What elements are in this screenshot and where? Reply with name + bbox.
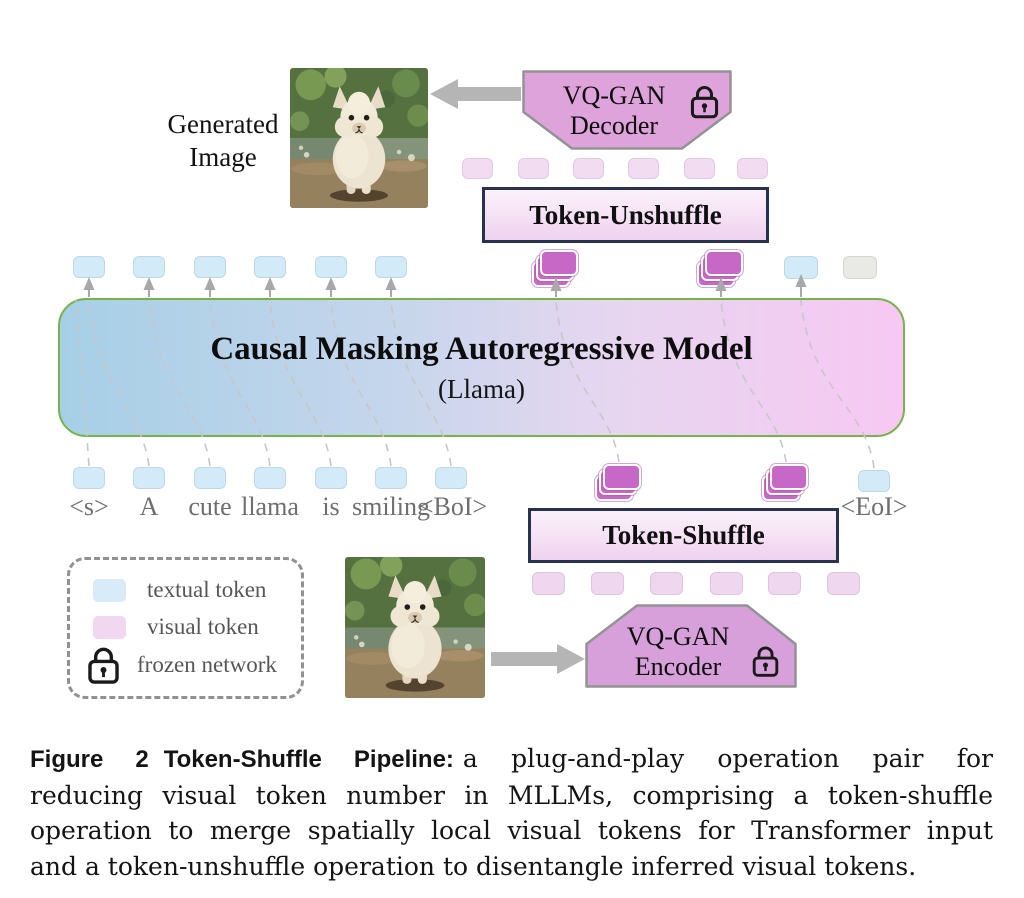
- textual-token: [194, 467, 226, 489]
- textual-token: [254, 467, 286, 489]
- model-subtitle: (Llama): [438, 373, 525, 404]
- vqgan-decoder: VQ-GAN Decoder: [522, 70, 732, 150]
- visual-token: [462, 158, 493, 179]
- textual-token-swatch: [93, 578, 126, 602]
- visual-token: [650, 572, 683, 595]
- caption-line3: operation to merge spatially local visua…: [30, 816, 993, 845]
- input-token-label: cute: [188, 492, 232, 521]
- lock-icon: [88, 647, 119, 684]
- decoder-shape: [522, 70, 732, 150]
- legend-label: frozen network: [137, 652, 277, 677]
- legend-label: visual token: [147, 614, 259, 639]
- textual-token: [375, 256, 407, 278]
- legend-label: textual token: [147, 577, 267, 602]
- input-token-label: is: [322, 492, 340, 521]
- generated-image: [290, 68, 428, 208]
- merged-visual-token-stack: [762, 464, 810, 502]
- visual-token: [628, 158, 659, 179]
- textual-token: [784, 256, 818, 279]
- caption-line1: a plug-and-play operation pair for: [462, 744, 993, 773]
- textual-token: [858, 470, 890, 492]
- visual-token: [684, 158, 715, 179]
- caption-line2: reducing visual token number in MLLMs, c…: [30, 780, 993, 810]
- visual-token: [532, 572, 565, 595]
- input-token-label: smiling: [351, 492, 430, 521]
- input-image: [345, 557, 485, 698]
- legend-item-frozen: frozen network: [85, 643, 277, 687]
- visual-token: [737, 158, 768, 179]
- merged-visual-token-stack: [595, 464, 643, 502]
- visual-token: [518, 158, 549, 179]
- caption-figure-number: Figure 2: [30, 746, 149, 773]
- token-unshuffle-box: Token-Unshuffle: [482, 187, 769, 243]
- merged-visual-token-stack: [697, 250, 745, 288]
- lock-icon: [752, 646, 779, 677]
- image-to-encoder-arrow: [491, 644, 585, 674]
- input-token-label: llama: [241, 492, 299, 521]
- input-token-label: A: [139, 492, 159, 521]
- textual-token: [435, 467, 467, 489]
- textual-token: [375, 467, 407, 489]
- textual-token: [133, 467, 165, 489]
- decoder-to-image-arrow: [430, 79, 521, 109]
- token-unshuffle-label: Token-Unshuffle: [529, 199, 722, 230]
- autoregressive-model-label: Causal Masking Autoregressive Model (Lla…: [58, 298, 905, 437]
- input-token-label: <BoI>: [418, 492, 488, 521]
- merged-visual-token-stack: [532, 250, 580, 288]
- encoder-name: VQ-GAN: [626, 622, 730, 651]
- token-shuffle-box: Token-Shuffle: [528, 508, 839, 563]
- figure-caption: Figure 2 Token-Shuffle Pipeline: a plug-an…: [30, 741, 993, 884]
- eoi-token-label: <EoI>: [840, 492, 908, 521]
- encoder-shape: [585, 604, 797, 688]
- textual-token: [194, 256, 226, 278]
- visual-token-swatch: [93, 615, 126, 639]
- unused-token: [843, 256, 877, 279]
- textual-token: [73, 256, 105, 278]
- token-shuffle-label: Token-Shuffle: [602, 520, 765, 550]
- caption-line4: and a token-unshuffle operation to disen…: [30, 851, 917, 881]
- legend: textual token visual token frozen networ…: [67, 557, 304, 699]
- visual-token: [827, 572, 860, 595]
- visual-token: [768, 572, 801, 595]
- model-title: Causal Masking Autoregressive Model: [210, 330, 753, 367]
- textual-token: [73, 467, 105, 489]
- lock-icon: [690, 86, 719, 119]
- legend-item-visual: visual token: [93, 614, 259, 640]
- visual-token: [710, 572, 743, 595]
- visual-token: [573, 158, 604, 179]
- vqgan-encoder: VQ-GAN Encoder: [585, 604, 797, 688]
- generated-image-label: Generated Image: [167, 109, 279, 172]
- decoder-name: VQ-GAN: [562, 81, 666, 110]
- textual-token: [254, 256, 286, 278]
- textual-token: [133, 256, 165, 278]
- visual-token: [591, 572, 624, 595]
- input-token-label: <s>: [69, 492, 109, 521]
- encoder-role: Encoder: [634, 652, 722, 681]
- textual-token: [315, 256, 347, 278]
- textual-token: [315, 467, 347, 489]
- legend-item-textual: textual token: [93, 577, 266, 603]
- decoder-role: Decoder: [569, 111, 659, 140]
- caption-title: Token-Shuffle Pipeline:: [163, 746, 454, 773]
